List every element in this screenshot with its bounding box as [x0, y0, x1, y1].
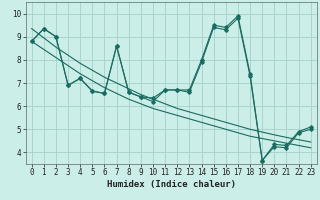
X-axis label: Humidex (Indice chaleur): Humidex (Indice chaleur) — [107, 180, 236, 189]
